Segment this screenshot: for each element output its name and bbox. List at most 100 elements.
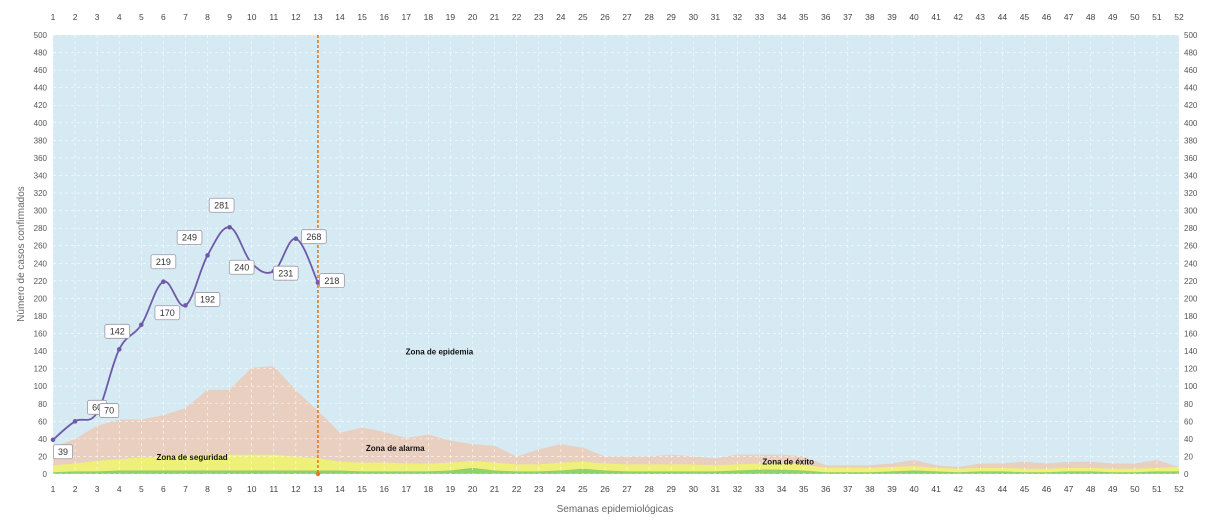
y-tick-label-right: 0 [1184,470,1189,479]
x-tick-label-bottom: 46 [1042,484,1052,494]
y-tick-label-right: 300 [1184,207,1198,216]
y-tick-label-right: 80 [1184,400,1193,409]
y-tick-label-right: 20 [1184,452,1193,461]
x-tick-label-top: 4 [117,12,122,22]
x-tick-label-top: 45 [1020,12,1030,22]
x-tick-label-bottom: 22 [512,484,522,494]
y-tick-label-left: 80 [38,400,47,409]
zone-label: Zona de éxito [762,457,814,466]
x-tick-label-bottom: 16 [379,484,389,494]
data-label-text: 219 [156,257,171,267]
x-tick-label-bottom: 50 [1130,484,1140,494]
y-tick-label-left: 0 [43,470,48,479]
data-label-text: 249 [182,233,197,243]
x-tick-label-bottom: 21 [490,484,500,494]
x-tick-label-bottom: 34 [777,484,787,494]
y-tick-label-left: 420 [34,101,48,110]
x-tick-label-top: 8 [205,12,210,22]
data-label-box [176,229,203,245]
x-tick-label-top: 46 [1042,12,1052,22]
x-tick-label-bottom: 17 [402,484,412,494]
y-tick-label-right: 200 [1184,294,1198,303]
y-tick-label-left: 300 [34,207,48,216]
zone-label: Zona de alarma [366,444,425,453]
x-tick-label-bottom: 40 [909,484,919,494]
x-tick-label-top: 25 [578,12,588,22]
x-tick-label-top: 21 [490,12,500,22]
data-label: 231 [272,265,299,281]
data-label: 281 [208,197,235,213]
cases-point [139,322,144,328]
y-tick-label-right: 220 [1184,277,1198,286]
x-tick-label-bottom: 33 [755,484,765,494]
x-tick-label-bottom: 8 [205,484,210,494]
y-axis-title: Número de casos confirmados [16,186,27,322]
cases-point [161,279,166,285]
y-tick-label-left: 180 [34,312,48,321]
y-tick-label-right: 120 [1184,365,1198,374]
x-tick-label-bottom: 42 [953,484,963,494]
x-tick-label-bottom: 29 [666,484,676,494]
x-tick-label-top: 43 [976,12,986,22]
y-tick-label-right: 380 [1184,136,1198,145]
x-tick-label-top: 1 [51,12,56,22]
x-tick-label-bottom: 48 [1086,484,1096,494]
x-tick-label-bottom: 32 [733,484,743,494]
x-tick-label-top: 11 [269,12,278,22]
y-tick-label-right: 460 [1184,66,1198,75]
zone-exito-area [53,467,1179,474]
data-label-box [99,403,120,418]
y-tick-label-left: 460 [34,66,48,75]
data-label: 70 [99,403,120,418]
x-tick-label-bottom: 4 [117,484,122,494]
x-tick-label-bottom: 19 [446,484,456,494]
y-tick-label-right: 440 [1184,84,1198,93]
x-tick-label-bottom: 2 [73,484,78,494]
data-label-text: 192 [200,295,215,305]
x-tick-label-bottom: 11 [269,484,278,494]
data-label: 142 [104,323,131,339]
y-tick-label-left: 100 [34,382,48,391]
x-tick-label-bottom: 43 [976,484,986,494]
x-tick-label-top: 38 [865,12,875,22]
data-label-text: 39 [58,447,68,457]
y-tick-label-left: 20 [38,452,47,461]
x-tick-label-top: 23 [534,12,544,22]
x-tick-label-top: 39 [887,12,897,22]
cases-point [315,280,321,285]
x-tick-label-top: 18 [424,12,434,22]
x-tick-label-top: 26 [600,12,610,22]
x-tick-label-bottom: 5 [139,484,144,494]
x-tick-label-bottom: 7 [183,484,188,494]
data-label-box [208,197,235,213]
x-tick-label-top: 44 [998,12,1008,22]
y-tick-label-left: 260 [34,242,48,251]
x-tick-label-top: 35 [799,12,809,22]
x-tick-label-top: 24 [556,12,566,22]
y-tick-label-left: 200 [34,294,48,303]
data-label-text: 142 [110,327,125,337]
y-tick-label-right: 100 [1184,382,1198,391]
cases-point [116,347,122,352]
y-tick-label-left: 60 [38,417,47,426]
x-tick-label-top: 52 [1174,12,1184,22]
x-tick-label-top: 30 [689,12,699,22]
x-tick-label-top: 22 [512,12,522,22]
x-tick-label-top: 19 [446,12,456,22]
data-label-text: 268 [306,232,321,242]
y-tick-label-right: 280 [1184,224,1198,233]
x-tick-label-top: 20 [468,12,478,22]
y-tick-label-left: 320 [34,189,48,198]
data-label-text: 281 [214,200,229,210]
data-label: 170 [154,305,181,321]
x-tick-label-bottom: 20 [468,484,478,494]
data-label-box [228,259,255,275]
x-tick-label-bottom: 1 [51,484,56,494]
x-tick-label-bottom: 14 [335,484,345,494]
y-tick-label-right: 320 [1184,189,1198,198]
data-label-box [53,444,74,460]
y-tick-label-left: 240 [34,259,48,268]
y-tick-label-right: 180 [1184,312,1198,321]
x-tick-label-top: 31 [711,12,721,22]
x-tick-label-bottom: 47 [1064,484,1074,494]
